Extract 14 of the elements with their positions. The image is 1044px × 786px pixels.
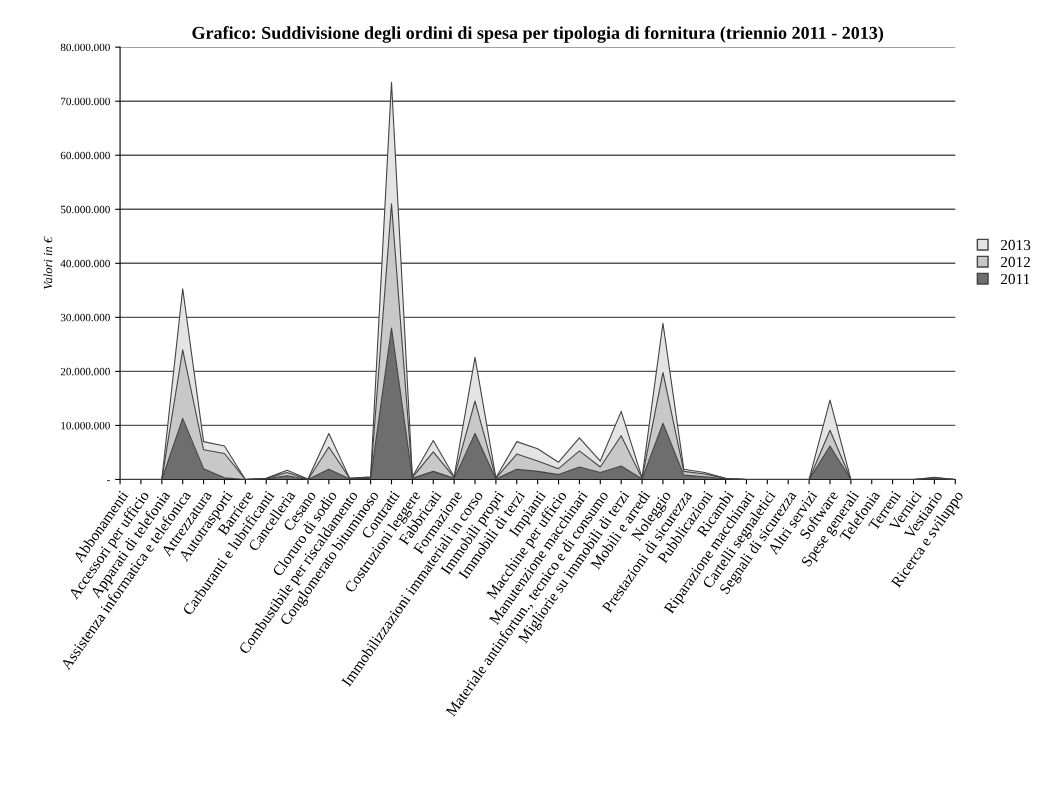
y-tick-label: 50.000.000 bbox=[60, 205, 110, 214]
y-tick-label: 40.000.000 bbox=[60, 259, 110, 268]
legend-label: 2013 bbox=[1000, 239, 1031, 251]
legend-label: 2011 bbox=[1000, 273, 1030, 285]
y-tick-label: 10.000.000 bbox=[61, 421, 110, 430]
y-tick-label: 70.000.000 bbox=[61, 97, 110, 106]
y-tick-label: 30.000.000 bbox=[60, 313, 110, 322]
y-tick-label: 80.000.000 bbox=[60, 43, 110, 52]
chart-title: Grafico: Suddivisione degli ordini di spesa per tipologia di fornitura (triennio 2011 - 2013) bbox=[192, 26, 884, 43]
y-tick-label: - bbox=[107, 480, 110, 482]
legend-label: 2012 bbox=[1000, 256, 1030, 268]
y-tick-label: 20.000.000 bbox=[60, 367, 110, 376]
y-axis-title: Valori in € bbox=[43, 236, 53, 290]
y-tick-label: 60.000.000 bbox=[60, 151, 110, 160]
